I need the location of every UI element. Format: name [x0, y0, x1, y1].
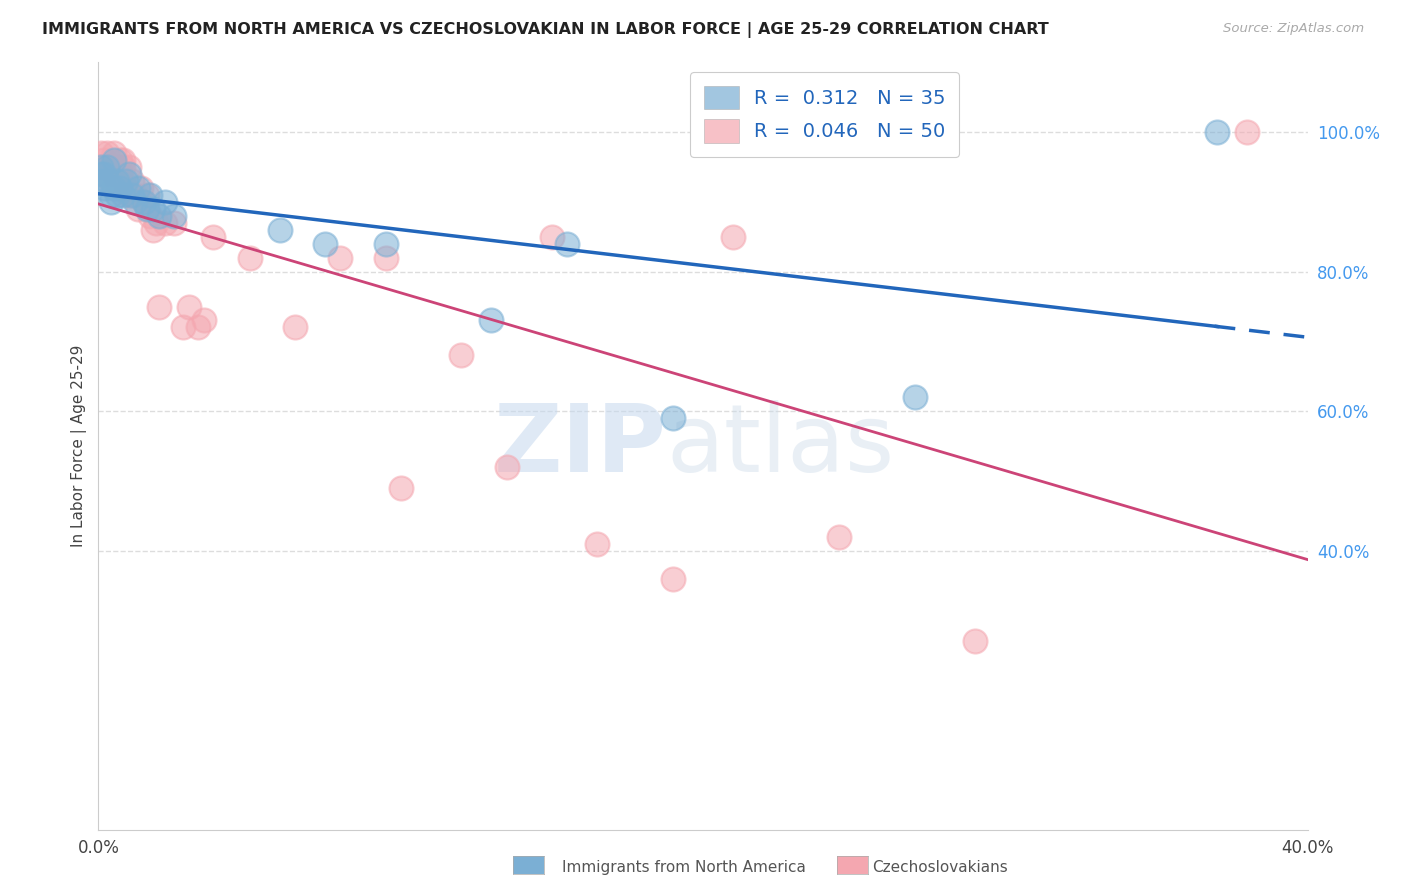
Point	[148, 300, 170, 314]
Point	[90, 174, 112, 188]
Point	[314, 236, 336, 251]
Point	[374, 236, 396, 251]
Point	[202, 229, 225, 244]
Point	[661, 572, 683, 586]
Point	[124, 188, 146, 202]
Point	[100, 160, 122, 174]
Point	[374, 251, 396, 265]
Point	[481, 313, 503, 327]
Point	[103, 153, 125, 167]
Point	[1206, 125, 1229, 139]
Point	[105, 160, 128, 174]
Legend: R =  0.312   N = 35, R =  0.046   N = 50: R = 0.312 N = 35, R = 0.046 N = 50	[690, 72, 959, 157]
Point	[114, 181, 136, 195]
Point	[114, 174, 136, 188]
Point	[100, 188, 122, 202]
Point	[153, 216, 176, 230]
Point	[661, 411, 683, 425]
Point	[1236, 125, 1258, 139]
Point	[723, 229, 745, 244]
Point	[96, 160, 118, 174]
Point	[555, 236, 578, 251]
Point	[179, 300, 201, 314]
Point	[132, 194, 155, 209]
Point	[148, 209, 170, 223]
Y-axis label: In Labor Force | Age 25-29: In Labor Force | Age 25-29	[72, 345, 87, 547]
Point	[172, 320, 194, 334]
Text: Immigrants from North America: Immigrants from North America	[562, 860, 806, 874]
Point	[100, 174, 122, 188]
Point	[163, 216, 186, 230]
Point	[96, 174, 118, 188]
Point	[127, 181, 149, 195]
Point	[127, 202, 149, 216]
Point	[93, 167, 115, 181]
Point	[93, 167, 115, 181]
Point	[139, 209, 162, 223]
Text: Czechoslovakians: Czechoslovakians	[872, 860, 1008, 874]
Point	[118, 167, 141, 181]
Text: IMMIGRANTS FROM NORTH AMERICA VS CZECHOSLOVAKIAN IN LABOR FORCE | AGE 25-29 CORR: IMMIGRANTS FROM NORTH AMERICA VS CZECHOS…	[42, 22, 1049, 38]
Point	[284, 320, 307, 334]
Point	[269, 223, 291, 237]
Point	[105, 174, 128, 188]
Point	[450, 348, 472, 362]
Point	[111, 160, 134, 174]
Point	[828, 530, 851, 544]
Point	[100, 194, 122, 209]
Point	[118, 160, 141, 174]
Text: ZIP: ZIP	[494, 400, 666, 492]
Point	[540, 229, 562, 244]
Point	[90, 167, 112, 181]
Point	[90, 146, 112, 161]
Point	[96, 146, 118, 161]
Text: atlas: atlas	[666, 400, 896, 492]
Point	[135, 202, 157, 216]
Point	[142, 223, 165, 237]
Point	[90, 160, 112, 174]
Point	[121, 174, 143, 188]
Point	[111, 153, 134, 167]
Point	[142, 202, 165, 216]
Point	[90, 160, 112, 174]
Point	[389, 481, 412, 495]
Point	[108, 153, 131, 167]
Point	[124, 194, 146, 209]
Point	[108, 181, 131, 195]
Point	[187, 320, 209, 334]
Point	[239, 251, 262, 265]
Point	[118, 188, 141, 202]
Point	[495, 459, 517, 474]
Point	[153, 194, 176, 209]
Point	[329, 251, 352, 265]
Point	[103, 181, 125, 195]
Point	[135, 188, 157, 202]
Point	[139, 188, 162, 202]
Point	[96, 160, 118, 174]
Text: Source: ZipAtlas.com: Source: ZipAtlas.com	[1223, 22, 1364, 36]
Point	[965, 634, 987, 648]
Point	[145, 216, 167, 230]
Point	[108, 167, 131, 181]
Point	[132, 194, 155, 209]
Point	[193, 313, 215, 327]
Point	[129, 181, 152, 195]
Point	[105, 188, 128, 202]
Point	[103, 146, 125, 161]
Point	[93, 153, 115, 167]
Point	[121, 188, 143, 202]
Point	[586, 536, 609, 550]
Point	[103, 167, 125, 181]
Point	[93, 181, 115, 195]
Point	[163, 209, 186, 223]
Point	[111, 188, 134, 202]
Point	[105, 174, 128, 188]
Point	[904, 390, 927, 404]
